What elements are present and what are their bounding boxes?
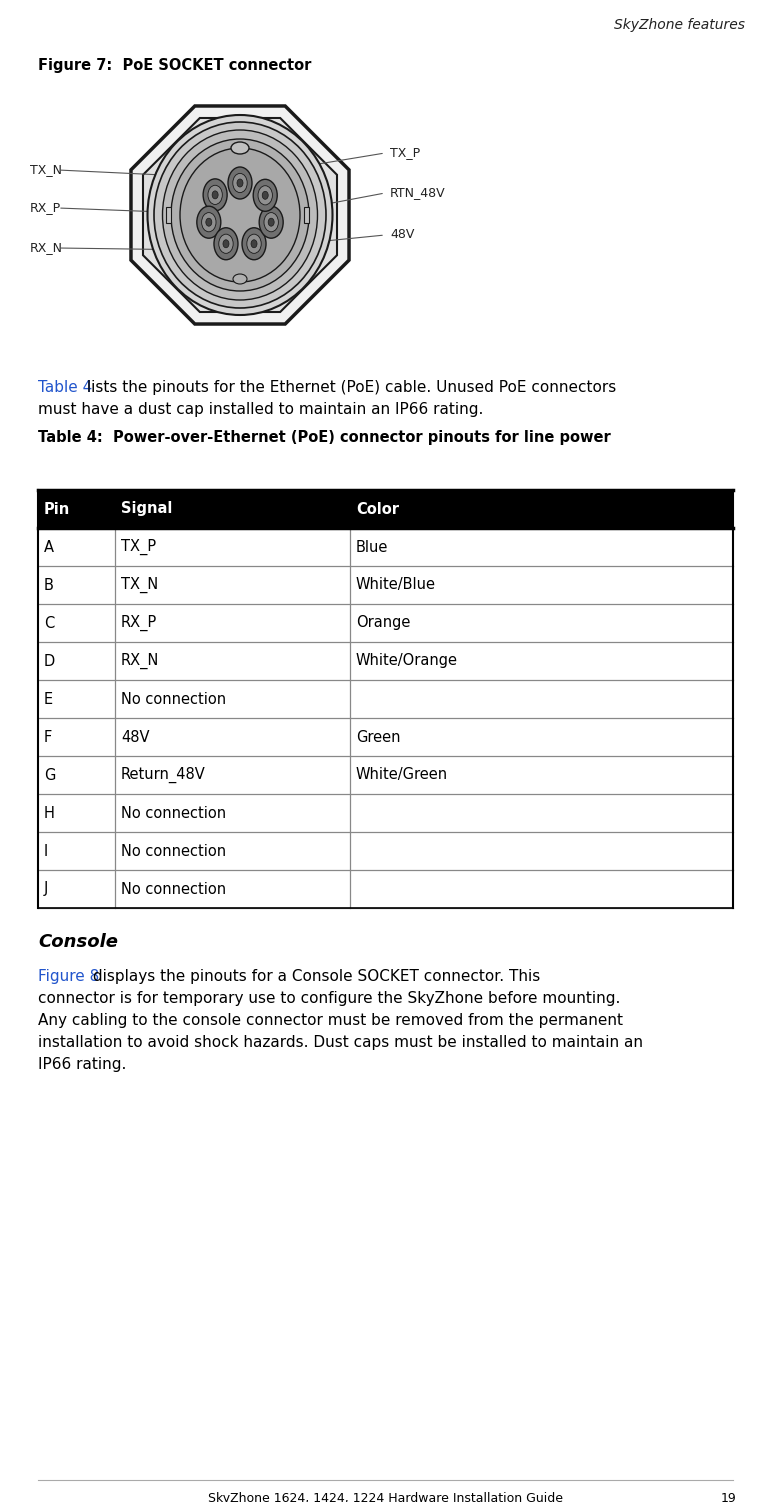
Text: Figure 8: Figure 8 — [38, 969, 99, 984]
Text: No connection: No connection — [121, 882, 226, 897]
Bar — [38, 641, 733, 680]
Text: Pin: Pin — [44, 502, 70, 517]
Text: RX_N: RX_N — [30, 242, 63, 254]
Ellipse shape — [237, 179, 243, 188]
Text: RX_P: RX_P — [30, 201, 61, 215]
Text: Figure 7:  PoE SOCKET connector: Figure 7: PoE SOCKET connector — [38, 59, 311, 74]
Bar — [38, 832, 733, 870]
Ellipse shape — [268, 218, 274, 227]
Text: J: J — [44, 882, 49, 897]
Bar — [38, 718, 733, 756]
Text: A: A — [44, 539, 54, 554]
Text: No connection: No connection — [121, 844, 226, 859]
Text: No connection: No connection — [121, 805, 226, 820]
Ellipse shape — [214, 228, 238, 260]
Ellipse shape — [163, 131, 318, 300]
Bar — [38, 870, 733, 909]
Ellipse shape — [208, 185, 222, 204]
Ellipse shape — [203, 179, 227, 210]
Ellipse shape — [180, 149, 300, 282]
Text: 48V: 48V — [121, 730, 150, 745]
Ellipse shape — [231, 143, 249, 155]
Text: G: G — [44, 768, 56, 783]
Text: C: C — [44, 616, 54, 631]
Text: I: I — [44, 844, 49, 859]
Text: Table 4: Table 4 — [38, 380, 93, 395]
Text: Green: Green — [356, 730, 400, 745]
Ellipse shape — [197, 206, 221, 239]
Bar — [38, 490, 733, 529]
Bar — [38, 566, 733, 604]
Bar — [38, 680, 733, 718]
Bar — [304, 207, 309, 222]
Text: RX_N: RX_N — [121, 653, 160, 668]
Ellipse shape — [242, 228, 266, 260]
Bar — [38, 795, 733, 832]
Text: Table 4:  Power-over-Ethernet (PoE) connector pinouts for line power: Table 4: Power-over-Ethernet (PoE) conne… — [38, 430, 611, 445]
Text: F: F — [44, 730, 52, 745]
Text: White/Orange: White/Orange — [356, 653, 458, 668]
Text: White/Green: White/Green — [356, 768, 448, 783]
Text: No connection: No connection — [121, 691, 226, 706]
Text: E: E — [44, 691, 53, 706]
Ellipse shape — [206, 218, 212, 227]
Text: White/Blue: White/Blue — [356, 577, 436, 592]
Text: Return_48V: Return_48V — [121, 768, 206, 783]
Bar — [38, 604, 733, 641]
Ellipse shape — [233, 273, 247, 284]
Text: displays the pinouts for a Console SOCKET connector. This: displays the pinouts for a Console SOCKE… — [88, 969, 540, 984]
Ellipse shape — [264, 213, 278, 231]
Ellipse shape — [233, 173, 247, 192]
Ellipse shape — [154, 122, 326, 308]
Text: TX_P: TX_P — [390, 147, 420, 159]
Text: TX_N: TX_N — [30, 164, 62, 177]
Text: RTN_48V: RTN_48V — [390, 186, 446, 200]
Ellipse shape — [258, 186, 272, 204]
Text: 48V: 48V — [390, 228, 414, 242]
Polygon shape — [131, 107, 349, 324]
Text: lists the pinouts for the Ethernet (PoE) cable. Unused PoE connectors: lists the pinouts for the Ethernet (PoE)… — [82, 380, 616, 395]
Bar — [166, 207, 171, 222]
Bar — [38, 529, 733, 566]
Text: Orange: Orange — [356, 616, 410, 631]
Ellipse shape — [219, 234, 233, 254]
Ellipse shape — [259, 206, 283, 239]
Ellipse shape — [228, 167, 252, 198]
Text: IP66 rating.: IP66 rating. — [38, 1057, 126, 1072]
Text: H: H — [44, 805, 55, 820]
Text: Color: Color — [356, 502, 399, 517]
Ellipse shape — [253, 179, 278, 212]
Text: Signal: Signal — [121, 502, 173, 517]
Ellipse shape — [262, 191, 268, 200]
Ellipse shape — [251, 240, 257, 248]
Text: B: B — [44, 577, 54, 592]
Text: SkyZhone features: SkyZhone features — [614, 18, 745, 32]
Text: SkyZhone 1624, 1424, 1224 Hardware Installation Guide: SkyZhone 1624, 1424, 1224 Hardware Insta… — [207, 1491, 563, 1502]
Ellipse shape — [247, 234, 261, 254]
Ellipse shape — [147, 116, 332, 315]
Ellipse shape — [212, 191, 218, 198]
Text: 19: 19 — [720, 1491, 736, 1502]
Polygon shape — [143, 119, 337, 312]
Bar — [38, 756, 733, 795]
Text: Any cabling to the console connector must be removed from the permanent: Any cabling to the console connector mus… — [38, 1012, 623, 1027]
Ellipse shape — [202, 213, 216, 231]
Text: Console: Console — [38, 933, 118, 951]
Text: D: D — [44, 653, 56, 668]
Text: Blue: Blue — [356, 539, 389, 554]
Text: TX_P: TX_P — [121, 539, 156, 556]
Ellipse shape — [171, 140, 309, 291]
Text: connector is for temporary use to configure the SkyZhone before mounting.: connector is for temporary use to config… — [38, 991, 621, 1006]
Text: TX_N: TX_N — [121, 577, 158, 593]
Text: installation to avoid shock hazards. Dust caps must be installed to maintain an: installation to avoid shock hazards. Dus… — [38, 1035, 643, 1050]
Text: RX_P: RX_P — [121, 614, 157, 631]
Ellipse shape — [223, 240, 229, 248]
Text: must have a dust cap installed to maintain an IP66 rating.: must have a dust cap installed to mainta… — [38, 403, 483, 418]
